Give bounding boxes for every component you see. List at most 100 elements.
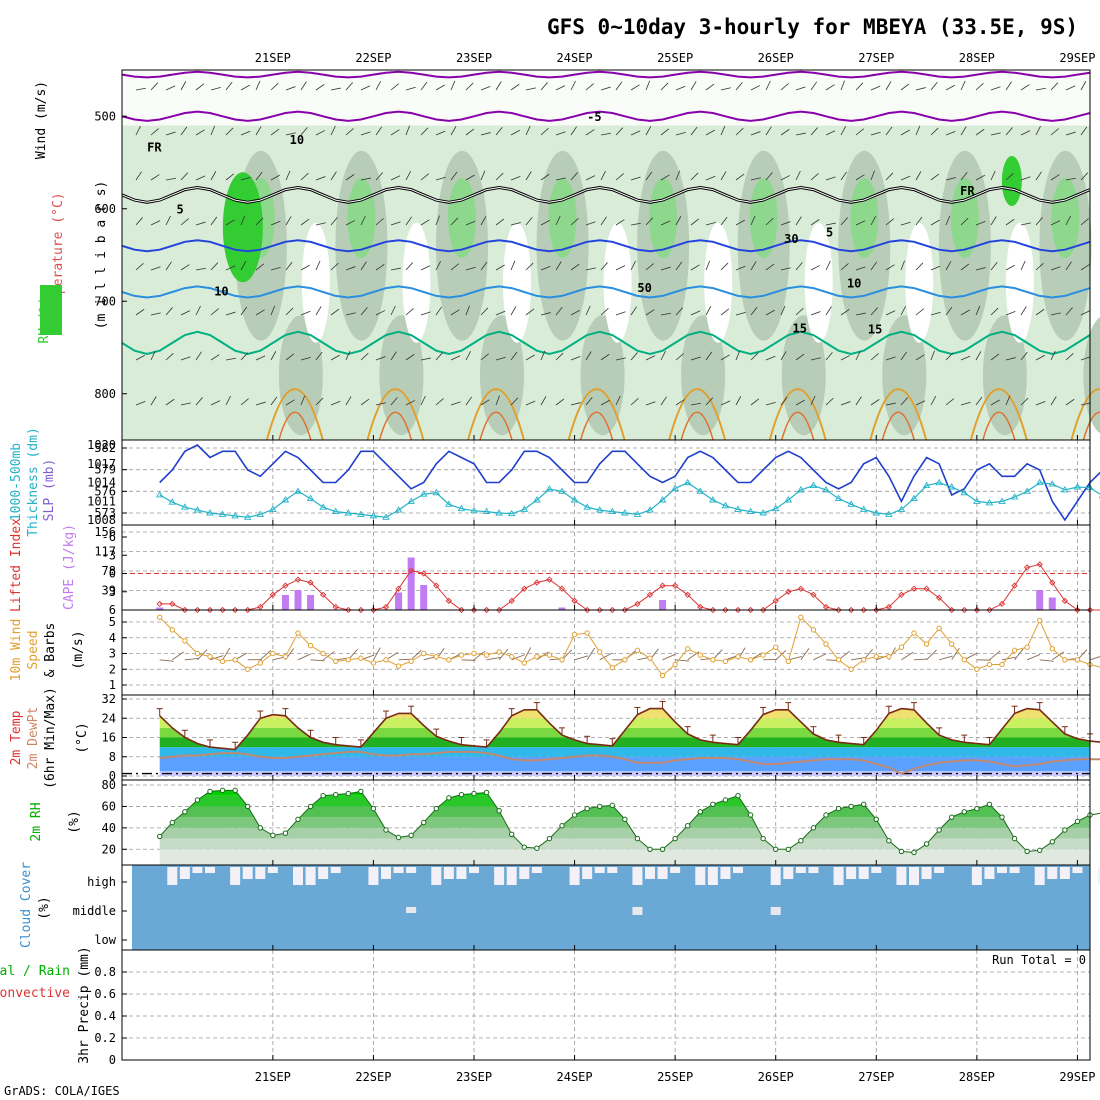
thickness-point	[1061, 486, 1069, 493]
wind-speed-line-point	[861, 657, 867, 663]
contour-label: 5	[176, 202, 183, 216]
cloud-high-block	[770, 867, 781, 885]
wind-barb	[360, 131, 371, 136]
ylabel-thickness-2: Thickness (dm)	[26, 427, 41, 537]
cloud-high-block	[1097, 867, 1100, 885]
rh-line-point	[282, 830, 289, 836]
rh-line-point	[483, 789, 490, 796]
wind-barb	[810, 311, 821, 316]
temp-contour-25	[378, 411, 413, 441]
rh-line-point	[886, 838, 892, 844]
wind-barb	[945, 261, 952, 271]
thickness-point	[897, 505, 906, 512]
wind-barb	[870, 85, 881, 91]
thickness-tick-label: 576	[94, 484, 116, 498]
wind-barb	[855, 396, 862, 406]
ylabel-cloud: Cloud Cover	[19, 862, 34, 948]
wind-barb	[420, 265, 431, 271]
wind-barb	[255, 217, 264, 226]
date-label-bottom: 29SEP	[1059, 1070, 1095, 1084]
wind-barb	[480, 261, 488, 271]
wind-speed-line-point	[521, 660, 527, 666]
wind-barb	[810, 265, 821, 271]
wind-barb	[375, 218, 384, 226]
wind-barb	[870, 131, 881, 136]
wind-barb	[330, 217, 338, 226]
wind-barb	[975, 221, 986, 226]
rh-contour-fill	[480, 315, 524, 436]
pressure-tick-label: 700	[94, 294, 116, 308]
ylabel-slp: SLP (mb)	[42, 459, 57, 522]
wind-barb-10m	[775, 649, 787, 661]
wind-barb	[180, 402, 191, 406]
wind-barb	[990, 353, 1000, 361]
wind-barb-10m	[813, 653, 827, 661]
cloud-high-block	[318, 867, 329, 879]
wind-barb	[975, 305, 981, 316]
wind-barb	[780, 267, 791, 271]
thickness-point	[155, 491, 164, 498]
rh-line-point	[747, 812, 754, 818]
precip-tick-label: 0.8	[94, 965, 116, 979]
rh-line-point	[1074, 818, 1081, 825]
wind-barb	[705, 260, 711, 271]
wind-barb	[480, 132, 491, 136]
wind-barb	[990, 307, 999, 316]
wind-barb	[300, 172, 309, 181]
wind-barb	[1005, 264, 1016, 271]
wind-barb	[975, 267, 986, 271]
wind-barb	[795, 86, 806, 91]
wind-barb	[285, 307, 294, 316]
rh-line-point	[446, 795, 452, 801]
wind-barb	[240, 352, 249, 361]
contour-label: FR	[960, 184, 975, 198]
lifted-index-point	[533, 579, 540, 586]
thickness-point	[784, 496, 793, 503]
wind-barb	[825, 130, 836, 136]
wind-barb-10m	[498, 648, 509, 661]
thickness-point	[1073, 483, 1082, 490]
rh-line-point	[333, 791, 339, 798]
wind-barb	[1080, 402, 1091, 406]
wind-barb-10m	[222, 647, 231, 661]
wind-speed-line	[159, 616, 1100, 677]
wind-barb	[195, 351, 202, 361]
wind-barb	[930, 311, 941, 316]
wind-barb	[180, 172, 189, 181]
wind-barb	[765, 355, 776, 361]
cloud-mid-block	[406, 907, 417, 913]
wind-barb	[345, 312, 356, 316]
wind-barb	[900, 129, 910, 136]
wind-barb	[735, 350, 741, 361]
ylabel-millibars: (m i l l i b a r s)	[94, 181, 109, 330]
cape-tick-label: 156	[94, 525, 116, 539]
wind-barb	[135, 354, 146, 361]
precip-tick-label: 0.2	[94, 1031, 116, 1045]
ylabel-temp-units: (°C)	[75, 722, 90, 753]
wind-barb	[750, 261, 757, 271]
wind-speed-line-point	[232, 657, 238, 663]
thickness-point	[595, 506, 604, 513]
wind-speed-line-point	[421, 650, 427, 657]
wind-barb	[615, 357, 626, 361]
rh-line-point	[773, 846, 779, 852]
cloud-high-block	[971, 867, 982, 885]
wind-barb	[480, 399, 490, 406]
cloud-high-block	[205, 867, 215, 873]
data-marks	[121, 70, 1100, 950]
wind-barb	[420, 219, 430, 226]
wind-barb	[585, 396, 593, 406]
wind-barb	[855, 266, 866, 271]
wind-barb	[345, 220, 356, 226]
pressure-tick-label: 800	[94, 387, 116, 401]
wind-barb	[570, 126, 577, 136]
wind-barb	[840, 309, 850, 316]
wind-barb	[1020, 397, 1029, 406]
wind-barb	[630, 222, 641, 226]
wind-speed-line-point	[835, 657, 842, 663]
wind-barb	[270, 396, 278, 406]
rh-band	[159, 806, 1090, 818]
wind-barb-10m	[687, 651, 700, 661]
wind-barb	[420, 127, 429, 136]
wind-barb	[1005, 395, 1011, 406]
